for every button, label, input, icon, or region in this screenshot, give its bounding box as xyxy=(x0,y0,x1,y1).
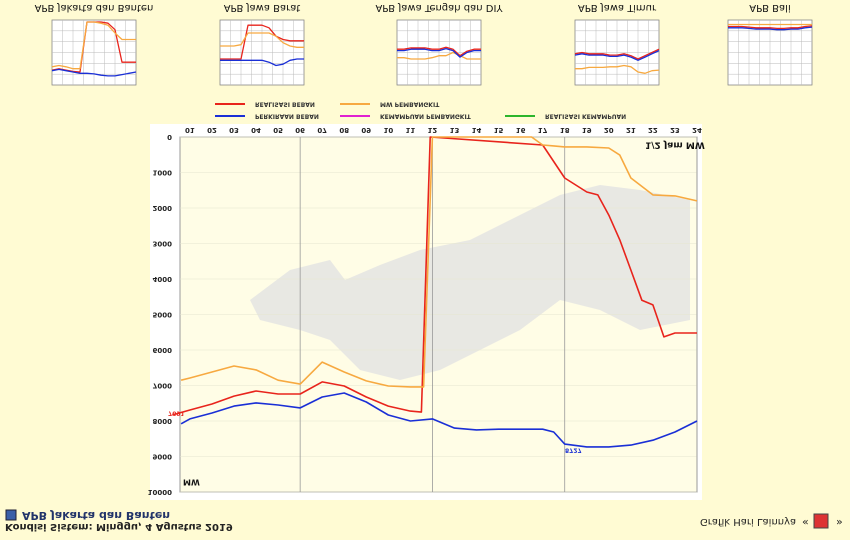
series-line xyxy=(51,21,136,70)
x-tick-label: 01 xyxy=(185,126,195,134)
legend-label: MW PEMBANGKIT xyxy=(380,101,440,108)
series-line xyxy=(220,32,304,48)
x-tick-label: 11 xyxy=(406,126,416,134)
status: Kondisi Sistem: Minggu, 4 Agustus 2019 xyxy=(5,521,233,532)
series-line xyxy=(397,51,481,60)
nav-prev[interactable]: « xyxy=(802,516,809,529)
x-tick-label: 13 xyxy=(450,126,460,134)
y-tick-label: 10000 xyxy=(148,488,172,496)
series-line xyxy=(180,136,698,388)
series-line xyxy=(728,26,813,31)
thumbnail-title[interactable]: APB Jawa Tengah dan DIY xyxy=(375,2,503,13)
thumbnail-title[interactable]: APB Jawa Timur xyxy=(578,2,657,13)
annotation: 1/2 Jam MW xyxy=(645,140,705,150)
x-tick-label: 02 xyxy=(207,126,217,134)
series-line xyxy=(575,64,660,74)
x-tick-label: 17 xyxy=(538,126,548,134)
x-tick-label: 22 xyxy=(648,126,658,134)
series-line xyxy=(172,136,697,416)
page-title: APB Jakarta dan Banten xyxy=(22,509,170,522)
x-tick-label: 15 xyxy=(494,126,504,134)
annotation: 7691 xyxy=(168,410,185,417)
legend-label: PERKIRAAN BEBAN xyxy=(255,113,319,120)
y-tick-label: 0 xyxy=(167,133,172,141)
y-tick-label: 7000 xyxy=(153,382,173,390)
y-tick-label: 5000 xyxy=(153,311,173,319)
legend-label: REALISASI BEBAN xyxy=(255,101,315,108)
series-line xyxy=(397,47,481,58)
x-tick-label: 04 xyxy=(251,126,261,134)
x-tick-label: 08 xyxy=(339,126,349,134)
y-tick-label: 8000 xyxy=(153,417,173,425)
thumbnail-title[interactable]: APB Jawa Barat xyxy=(224,2,301,13)
x-tick-label: 06 xyxy=(295,126,305,134)
x-tick-label: 20 xyxy=(604,126,614,134)
series-line xyxy=(728,25,813,30)
series-line xyxy=(397,46,481,57)
x-tick-label: 07 xyxy=(317,126,327,134)
y-tick-label: 3000 xyxy=(153,240,173,248)
legend-label: REALISASI KEMAMPUAN xyxy=(545,113,626,120)
x-tick-label: 05 xyxy=(273,126,283,134)
x-tick-label: 23 xyxy=(670,126,680,134)
series-line xyxy=(51,68,137,77)
y-tick-label: 4000 xyxy=(153,275,173,283)
map-background xyxy=(250,185,690,380)
icon xyxy=(5,509,17,521)
thumbnail-title[interactable]: APB Bali xyxy=(749,2,790,13)
x-tick-label: 03 xyxy=(229,126,239,134)
series-line xyxy=(220,58,304,67)
x-tick-label: 21 xyxy=(626,126,636,134)
thumbnail-title[interactable]: APB Jakarta dan Banten xyxy=(35,2,154,13)
x-tick-label: 16 xyxy=(516,126,526,134)
series-line xyxy=(574,48,660,60)
x-tick-label: 14 xyxy=(472,126,482,134)
annotation: 8727 xyxy=(565,447,582,454)
x-tick-label: 12 xyxy=(428,126,438,134)
legend-label: KEMAMPUAN PEMBANGKIT xyxy=(380,113,472,120)
x-tick-label: 09 xyxy=(361,126,371,134)
y-tick-label: 6000 xyxy=(153,346,173,354)
calendar-icon[interactable] xyxy=(813,513,829,529)
x-tick-label: 18 xyxy=(560,126,570,134)
y-tick-label: 1000 xyxy=(153,169,173,177)
series-line xyxy=(180,392,698,448)
nav-label: Grafik Hari Lainnya xyxy=(700,516,796,527)
nav-next[interactable]: » xyxy=(836,516,843,529)
y-tick-label: 9000 xyxy=(153,453,173,461)
series-line xyxy=(220,24,304,60)
x-tick-label: 10 xyxy=(383,126,393,134)
series-line xyxy=(574,50,660,61)
annotation: MW xyxy=(183,478,200,487)
x-tick-label: 24 xyxy=(692,126,702,134)
y-tick-label: 2000 xyxy=(153,204,173,212)
x-tick-label: 19 xyxy=(582,126,592,134)
